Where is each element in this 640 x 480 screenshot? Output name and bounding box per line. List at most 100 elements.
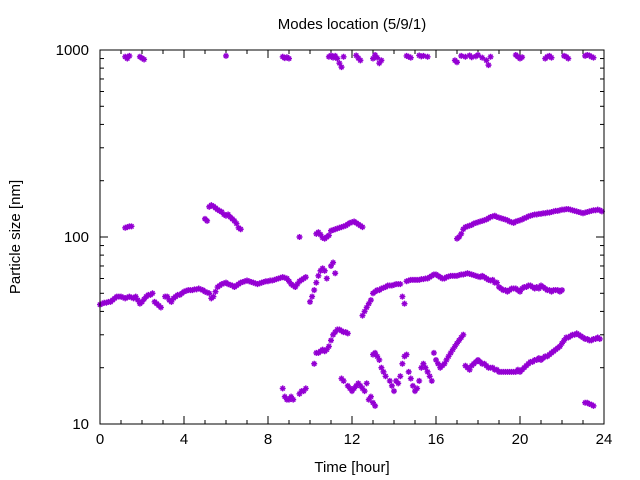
data-point <box>403 52 410 59</box>
data-point <box>134 297 141 304</box>
data-point <box>300 388 307 395</box>
data-point <box>239 278 246 285</box>
data-point <box>565 55 572 62</box>
data-point <box>315 229 322 236</box>
data-point <box>458 52 465 59</box>
x-axis-label: Time [hour] <box>314 459 389 476</box>
data-point <box>590 54 597 61</box>
data-point <box>292 284 299 291</box>
data-point <box>451 343 458 350</box>
data-point <box>338 375 345 382</box>
data-point <box>464 223 471 230</box>
data-point <box>361 388 368 395</box>
data-point <box>378 57 385 64</box>
data-point <box>395 380 402 387</box>
data-point <box>378 285 385 292</box>
data-point <box>401 300 408 307</box>
data-point <box>393 377 400 384</box>
data-point <box>212 288 219 295</box>
data-point <box>141 56 148 63</box>
data-point <box>313 279 320 286</box>
data-point <box>252 280 259 287</box>
data-point <box>338 224 345 231</box>
data-point <box>302 385 309 392</box>
chart-title: Modes location (5/9/1) <box>278 16 426 33</box>
data-point <box>321 267 328 274</box>
data-point <box>416 377 423 384</box>
data-point <box>449 346 456 353</box>
data-point <box>218 209 225 216</box>
data-point <box>456 337 463 344</box>
data-point <box>290 396 297 403</box>
data-point <box>353 52 360 59</box>
data-point <box>514 366 521 373</box>
data-point <box>405 53 412 60</box>
data-point <box>483 57 490 64</box>
data-point <box>330 259 337 266</box>
data-point <box>374 54 381 61</box>
data-point <box>386 377 393 384</box>
data-point <box>231 217 238 224</box>
data-point <box>338 64 345 71</box>
data-point <box>359 224 366 231</box>
data-point <box>164 293 171 300</box>
x-tick-label: 24 <box>596 431 613 448</box>
data-point <box>206 290 213 297</box>
data-point <box>325 232 332 239</box>
data-point <box>319 234 326 241</box>
data-point <box>588 53 595 60</box>
data-point <box>168 298 175 305</box>
data-point <box>103 299 110 306</box>
x-tick-label: 12 <box>344 431 361 448</box>
data-point <box>418 364 425 371</box>
data-point <box>132 293 139 300</box>
data-point <box>122 295 129 302</box>
data-point <box>479 54 486 61</box>
data-point <box>559 340 565 347</box>
data-point <box>286 278 292 285</box>
data-point <box>195 285 202 292</box>
data-point <box>414 385 421 392</box>
data-point <box>493 279 500 286</box>
data-point <box>380 284 387 291</box>
data-point <box>220 280 227 287</box>
data-point <box>124 294 131 301</box>
data-point <box>475 52 481 59</box>
data-point <box>237 279 244 286</box>
data-point <box>157 304 164 311</box>
y-tick-label: 100 <box>64 229 89 246</box>
data-point <box>281 55 288 62</box>
data-point <box>376 60 383 67</box>
data-point <box>210 293 217 300</box>
data-point <box>120 294 127 301</box>
data-point <box>359 312 366 319</box>
data-point <box>260 278 267 285</box>
data-point <box>454 340 460 347</box>
y-axis-label: Particle size [nm] <box>7 180 24 294</box>
data-point <box>372 52 379 59</box>
data-point <box>248 278 255 285</box>
data-point <box>561 52 568 59</box>
data-point <box>328 262 334 269</box>
data-point <box>535 285 542 292</box>
data-point <box>485 62 492 69</box>
data-point <box>489 276 496 283</box>
data-point <box>388 282 395 289</box>
data-point <box>424 53 431 60</box>
data-point <box>370 55 376 62</box>
data-point <box>517 288 523 295</box>
data-point <box>355 55 362 62</box>
plot-frame <box>99 49 605 425</box>
data-point <box>370 399 376 406</box>
data-point <box>412 388 418 395</box>
data-point <box>359 385 366 392</box>
data-point <box>460 226 467 233</box>
data-point <box>346 385 353 392</box>
x-tick-label: 8 <box>264 431 272 448</box>
data-point <box>225 211 232 218</box>
data-point <box>193 286 200 293</box>
x-tick-label: 0 <box>96 431 104 448</box>
data-point <box>258 279 265 286</box>
